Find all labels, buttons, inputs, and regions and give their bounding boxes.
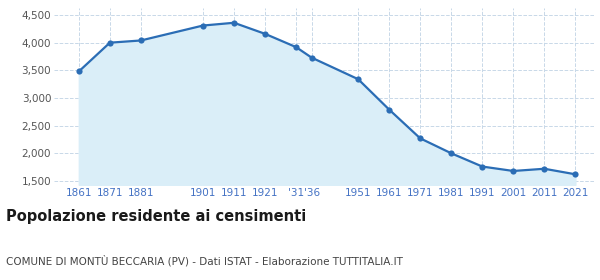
Point: [509, 169, 518, 173]
Point: [385, 107, 394, 112]
Point: [307, 55, 316, 60]
Point: [353, 77, 363, 81]
Point: [415, 136, 425, 141]
Point: [446, 151, 456, 155]
Point: [198, 23, 208, 28]
Text: Popolazione residente ai censimenti: Popolazione residente ai censimenti: [6, 209, 306, 224]
Text: COMUNE DI MONTÙ BECCARIA (PV) - Dati ISTAT - Elaborazione TUTTITALIA.IT: COMUNE DI MONTÙ BECCARIA (PV) - Dati IST…: [6, 255, 403, 266]
Point: [539, 167, 549, 171]
Point: [260, 32, 270, 36]
Point: [478, 164, 487, 169]
Point: [571, 172, 580, 176]
Point: [105, 40, 115, 45]
Point: [229, 20, 239, 25]
Point: [74, 69, 83, 74]
Point: [136, 38, 146, 43]
Point: [291, 45, 301, 49]
